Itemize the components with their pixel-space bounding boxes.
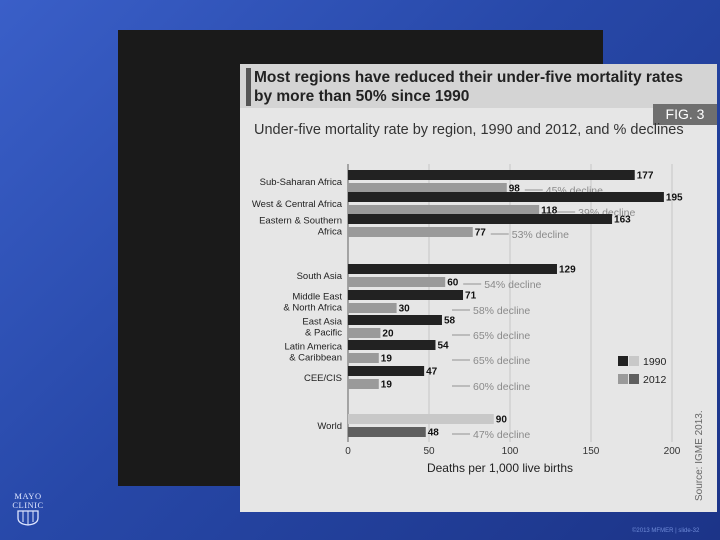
bar-2012 <box>348 328 381 338</box>
decline-annotation: 65% decline <box>473 330 530 342</box>
chart-headline: Most regions have reduced their under-fi… <box>240 64 717 108</box>
bar-value-label-2012: 19 <box>381 354 393 365</box>
bar-value-label-1990: 129 <box>559 265 576 276</box>
decline-annotation: 54% decline <box>484 279 541 291</box>
bar-value-label-1990: 58 <box>444 316 456 327</box>
legend-swatch-world <box>629 356 639 366</box>
bar-2012 <box>348 227 473 237</box>
bar-2012 <box>348 277 446 287</box>
category-label: & North Africa <box>283 303 342 314</box>
x-tick-label: 50 <box>423 446 435 457</box>
category-label: & Pacific <box>305 328 342 339</box>
figure-label: FIG. 3 <box>653 104 717 125</box>
bar-value-label-1990: 71 <box>465 291 477 302</box>
bar-value-label-1990: 195 <box>666 193 683 204</box>
bar-1990 <box>348 290 464 300</box>
bar-2012 <box>348 379 379 389</box>
legend-label: 1990 <box>643 356 667 368</box>
bar-1990 <box>348 366 425 376</box>
decline-annotation: 65% decline <box>473 355 530 367</box>
slide-figure-frame: Most regions have reduced their under-fi… <box>118 30 717 512</box>
bar-value-label-1990: 54 <box>437 341 449 352</box>
category-label: Sub-Saharan Africa <box>260 177 343 188</box>
bar-1990 <box>348 214 613 224</box>
decline-annotation: 53% decline <box>512 229 569 241</box>
x-axis-label: Deaths per 1,000 live births <box>427 461 573 475</box>
legend-label: 2012 <box>643 374 667 386</box>
bar-1990 <box>348 315 442 325</box>
category-label: West & Central Africa <box>252 199 343 210</box>
category-label: South Asia <box>297 271 343 282</box>
bar-1990 <box>348 340 436 350</box>
bar-2012 <box>348 183 507 193</box>
bar-value-label-2012: 98 <box>509 184 521 195</box>
legend-swatch <box>618 356 628 366</box>
bar-value-label-2012: 30 <box>399 304 411 315</box>
bar-1990 <box>348 192 664 202</box>
bar-2012 <box>348 205 540 215</box>
headline-accent-bar <box>246 68 251 106</box>
category-label: Middle East <box>292 292 342 303</box>
category-label: World <box>317 421 342 432</box>
bar-1990 <box>348 170 635 180</box>
slide-footer: ©2013 MFMER | slide-32 <box>632 528 700 534</box>
decline-annotation: 58% decline <box>473 305 530 317</box>
chart-panel: Most regions have reduced their under-fi… <box>240 64 717 512</box>
mayo-clinic-logo: MAYO CLINIC <box>10 492 46 531</box>
bar-value-label-1990: 47 <box>426 367 438 378</box>
bar-2012 <box>348 427 426 437</box>
bar-1990 <box>348 264 557 274</box>
bar-2012 <box>348 353 379 363</box>
x-tick-label: 150 <box>583 446 600 457</box>
category-label: Eastern & Southern <box>259 216 342 227</box>
logo-line-2: CLINIC <box>12 500 44 510</box>
legend-swatch-world <box>629 374 639 384</box>
chart-plot: 0 50 100 150 200 Deaths per 1,000 live births… <box>252 164 683 475</box>
x-tick-label: 200 <box>664 446 681 457</box>
x-tick-label: 100 <box>502 446 519 457</box>
decline-annotation: 47% decline <box>473 429 530 441</box>
bar-value-label-2012: 118 <box>541 206 558 217</box>
headline-text: Most regions have reduced their under-fi… <box>254 69 683 105</box>
chart-title: Under-five mortality rate by region, 199… <box>254 122 684 138</box>
bar-2012 <box>348 303 397 313</box>
source-note: Source: IGME 2013. <box>694 410 705 501</box>
category-label: CEE/CIS <box>304 373 342 384</box>
bar-value-label-2012: 60 <box>447 278 459 289</box>
bar-1990 <box>348 414 494 424</box>
decline-annotation: 60% decline <box>473 381 530 393</box>
bar-value-label-2012: 77 <box>475 228 487 239</box>
bar-value-label-2012: 48 <box>428 428 440 439</box>
category-label: East Asia <box>302 317 342 328</box>
bar-value-label-1990: 90 <box>496 415 508 426</box>
bar-value-label-1990: 177 <box>637 171 654 182</box>
category-label: Latin America <box>284 342 342 353</box>
legend-swatch <box>618 374 628 384</box>
x-tick-label: 0 <box>345 446 351 457</box>
bar-value-label-2012: 19 <box>381 380 393 391</box>
category-label: & Caribbean <box>289 353 342 364</box>
logo-line-1: MAYO <box>14 491 42 501</box>
shield-icon <box>17 510 39 526</box>
bar-value-label-1990: 163 <box>614 215 631 226</box>
category-label: Africa <box>318 227 343 238</box>
bar-value-label-2012: 20 <box>382 329 394 340</box>
